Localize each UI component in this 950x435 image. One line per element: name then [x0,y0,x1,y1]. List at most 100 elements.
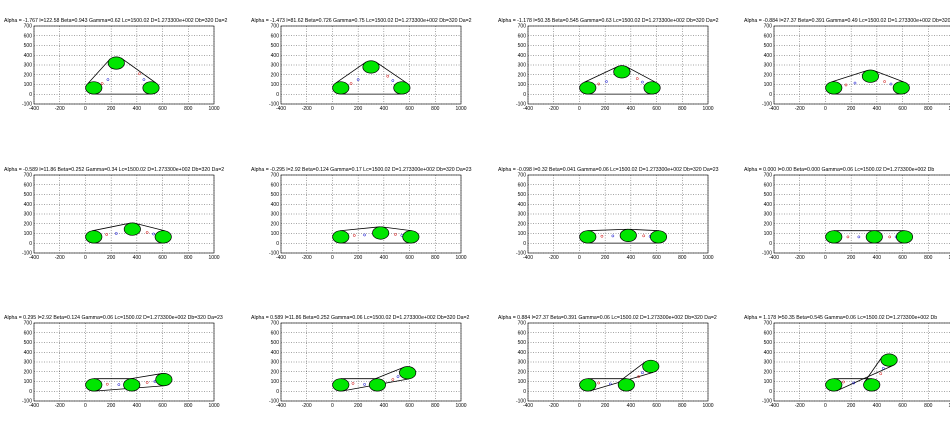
disc-2 [368,378,386,392]
disc-2 [372,226,390,240]
plot-frame [280,322,462,402]
x-tick-label: 800 [924,106,933,112]
x-tick-label: 0 [824,255,827,261]
guide-point [117,383,121,386]
x-tick-label: 400 [873,106,882,112]
x-tick-label: 800 [924,255,933,261]
y-tick-label: 200 [764,72,773,78]
disc-1 [85,230,103,244]
x-tick-label: 0 [578,255,581,261]
guide-point [138,72,141,76]
y-tick-label: 700 [271,173,280,179]
plot-frame [527,322,709,402]
x-tick-label: 600 [405,255,414,261]
y-tick-label: 300 [271,212,280,218]
x-tick-label: 400 [627,403,636,409]
subplot-title: Alpha = 0.295 l=2.92 Beta=0.124 Gamma=0.… [4,315,223,321]
disc-3 [880,353,898,367]
x-tick-label: -400 [523,255,533,261]
x-tick-label: 400 [873,403,882,409]
guide-point [857,235,861,239]
disc-1 [332,230,350,244]
y-tick-label: 700 [271,24,280,30]
guide-point [605,80,608,83]
guide-point [145,231,149,234]
disc-3 [892,81,910,95]
x-tick-label: -400 [523,106,533,112]
x-tick-label: 800 [678,255,687,261]
x-tick-label: -400 [29,403,39,409]
x-tick-label: 1000 [702,403,713,409]
x-tick-label: 0 [84,403,87,409]
x-tick-label: -200 [302,403,312,409]
y-tick-label: 700 [518,24,527,30]
y-tick-label: 200 [518,221,527,227]
belt-segment [381,226,412,232]
guide-point [142,78,146,81]
belt-segment [87,58,111,85]
guide-point [114,232,118,235]
y-tick-label: 600 [518,182,527,188]
y-tick-label: 700 [24,173,33,179]
y-tick-label: 500 [764,340,773,346]
y-tick-label: 200 [24,72,33,78]
y-tick-label: 700 [24,321,33,327]
disc-3 [643,81,661,95]
x-tick-label: -400 [769,255,779,261]
y-tick-label: 300 [764,360,773,366]
disc-2 [123,378,141,392]
y-tick-label: 200 [764,221,773,227]
x-tick-label: 0 [824,403,827,409]
y-tick-label: 300 [24,212,33,218]
disc-2 [123,222,141,236]
y-tick-label: 100 [271,379,280,385]
y-tick-label: 700 [518,321,527,327]
plot-frame [280,25,462,105]
x-tick-label: 1000 [948,255,950,261]
y-tick-label: 100 [271,231,280,237]
disc-1 [825,230,843,244]
disc-3 [642,359,660,373]
x-tick-label: -400 [769,403,779,409]
x-tick-label: 200 [847,255,856,261]
x-tick-label: 0 [331,403,334,409]
y-tick-label: 0 [276,92,279,98]
x-tick-label: 400 [133,403,142,409]
disc-2 [617,378,635,392]
subplot-3: Alpha = -1.178 l=50.35 Beta=0.545 Gamma=… [498,18,719,112]
x-tick-label: 0 [84,106,87,112]
x-tick-label: 600 [898,255,907,261]
belt-segment [584,65,619,83]
y-tick-label: 0 [769,241,772,247]
y-tick-label: 200 [764,369,773,375]
x-tick-label: 600 [652,106,661,112]
y-tick-label: 300 [518,360,527,366]
y-tick-label: 200 [24,369,33,375]
y-tick-label: 500 [518,192,527,198]
x-tick-label: 1000 [455,106,466,112]
x-tick-label: 1000 [208,106,219,112]
y-tick-label: -100 [22,399,32,405]
disc-3 [402,230,420,244]
x-tick-label: -200 [55,403,65,409]
plot-frame [33,322,215,402]
y-tick-label: 700 [764,173,773,179]
y-tick-label: 400 [518,53,527,59]
x-tick-label: 1000 [948,106,950,112]
y-tick-label: 300 [24,360,33,366]
x-tick-label: 800 [184,403,193,409]
disc-2 [362,60,380,74]
x-tick-label: 200 [847,106,856,112]
disc-1 [579,81,597,95]
x-tick-label: 200 [847,403,856,409]
guide-point [597,82,601,86]
guide-point [597,381,601,385]
x-tick-label: -200 [302,106,312,112]
x-tick-label: 1000 [455,255,466,261]
guide-point [349,82,353,85]
belt-segment [375,61,407,84]
x-tick-label: 800 [924,403,933,409]
y-tick-label: -100 [516,102,526,108]
guide-point [145,381,149,384]
guide-point [100,82,104,85]
